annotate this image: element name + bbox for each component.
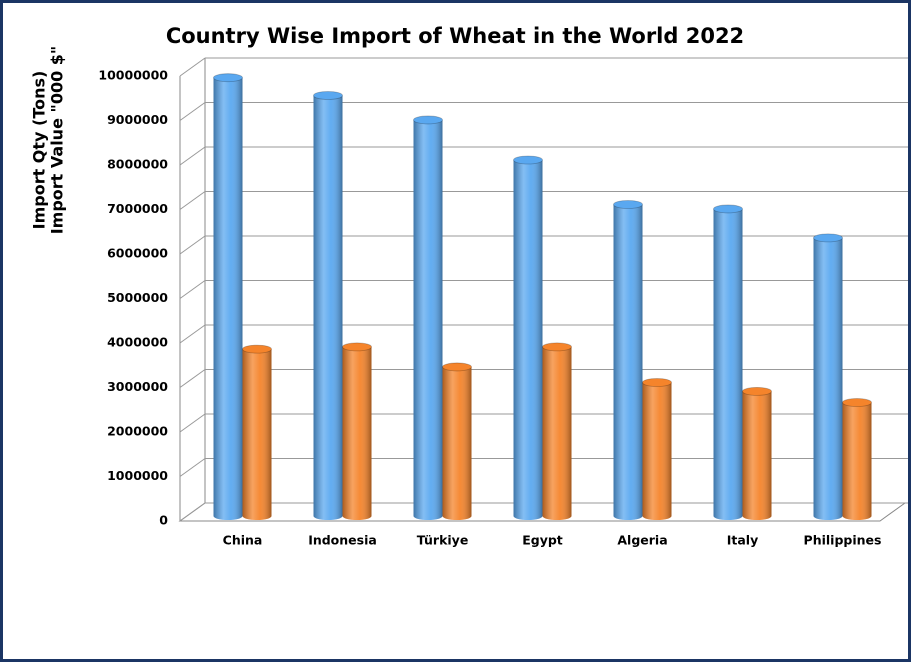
grid-diagonal (179, 102, 206, 121)
grid-diagonal (179, 502, 206, 522)
bar-shade (442, 366, 472, 520)
bar-shade (313, 95, 343, 520)
bar-shade (342, 346, 372, 520)
x-tick-label: Indonesia (308, 533, 377, 548)
grid-diagonal (179, 280, 206, 299)
y-tick-label: 2000000 (107, 424, 168, 439)
y-tick-label: 3000000 (107, 379, 168, 394)
y-tick-label: 4000000 (107, 335, 168, 350)
bar-shade (813, 237, 843, 520)
grid-diagonal (179, 235, 206, 255)
grid-diagonal (179, 324, 206, 344)
y-tick-label: 5000000 (107, 290, 168, 305)
bar-top (342, 342, 372, 352)
grid-diagonal (179, 413, 206, 433)
x-tick-label: Algeria (617, 533, 667, 548)
grid-diagonal (179, 458, 206, 477)
bar-top (513, 155, 543, 165)
x-tick-label: Türkiye (417, 533, 469, 548)
grid-diagonal (179, 369, 206, 388)
x-tick-label: China (223, 533, 263, 548)
y-axis-label: Import Value "000 $" (48, 46, 67, 235)
bar-top (242, 344, 272, 354)
grid-diagonal (179, 57, 206, 77)
x-tick-label: Italy (727, 533, 759, 548)
bar-shade (513, 160, 543, 520)
bar-shade (213, 77, 243, 521)
y-tick-label: 0 (159, 513, 168, 528)
y-tick-label: 9000000 (107, 112, 168, 127)
bar-shade (613, 204, 643, 520)
bar-shade (713, 208, 743, 520)
grid-diagonal (179, 191, 206, 210)
bar-top (542, 342, 572, 352)
y-tick-label: 8000000 (107, 157, 168, 172)
bar-top (442, 362, 472, 372)
bar-top (713, 204, 743, 214)
bar-top (413, 115, 443, 125)
bar-shade (242, 349, 272, 520)
bar-top (842, 398, 872, 407)
x-tick-label: Egypt (522, 533, 563, 548)
y-tick-label: 10000000 (98, 68, 168, 83)
y-tick-label: 6000000 (107, 246, 168, 261)
grid-diagonal (179, 146, 206, 166)
bar-shade (742, 391, 772, 520)
x-tick-label: Philippines (804, 533, 882, 548)
bar-top (213, 73, 243, 83)
bar-top (613, 200, 643, 209)
bar-shade (542, 346, 572, 520)
bar-top (642, 378, 672, 387)
y-tick-label: 1000000 (107, 468, 168, 483)
y-axis-label: Import Qty (Tons) (30, 71, 49, 230)
bar-shade (842, 402, 872, 520)
bar-top (313, 91, 343, 100)
y-tick-label: 7000000 (107, 201, 168, 216)
bar-shade (413, 119, 443, 520)
bar-shade (642, 382, 672, 520)
bar-top (742, 386, 772, 396)
bar-top (813, 233, 843, 243)
chart-title: Country Wise Import of Wheat in the Worl… (166, 24, 744, 48)
